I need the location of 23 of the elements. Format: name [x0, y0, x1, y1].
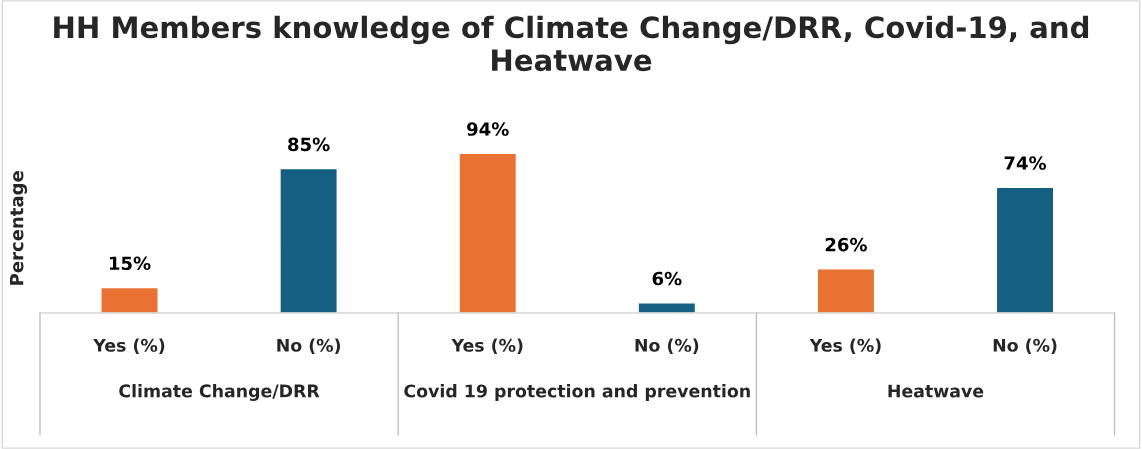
x-tick-label: No (%)	[635, 338, 699, 354]
x-tick-label: Yes (%)	[93, 338, 165, 354]
chart-title: HH Members knowledge of Climate Change/DRR, Covid-19, and Heatwave	[54, 15, 1089, 72]
text: Heatwave	[888, 384, 984, 398]
data-label: 85%	[288, 137, 330, 152]
data-label: 6%	[652, 271, 682, 286]
text: Climate Change/DRR	[119, 384, 320, 401]
data-label: 26%	[825, 237, 867, 252]
text: Covid 19 protection and prevention	[404, 384, 750, 401]
x-tick-label: Yes (%)	[809, 338, 881, 354]
bar	[816, 268, 876, 313]
bar	[279, 167, 338, 313]
bar	[100, 286, 159, 313]
bar	[458, 152, 518, 313]
data-label: 74%	[1004, 156, 1047, 170]
x-tick-label: No (%)	[277, 338, 341, 354]
x-tick-label: Yes (%)	[451, 338, 523, 354]
data-label: 15%	[109, 256, 151, 271]
data-label: 94%	[467, 122, 509, 136]
y-axis-title: Percentage	[10, 171, 28, 285]
x-tick-label: No (%)	[993, 338, 1057, 354]
bar	[637, 302, 697, 313]
bar	[995, 186, 1055, 313]
